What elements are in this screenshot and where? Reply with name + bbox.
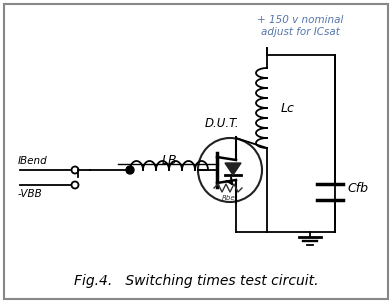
Text: Fig.4.   Switching times test circuit.: Fig.4. Switching times test circuit. [74,274,318,288]
Text: + 150 v nominal
adjust for ICsat: + 150 v nominal adjust for ICsat [257,15,343,37]
Text: LB: LB [161,154,177,167]
Text: D.U.T.: D.U.T. [205,117,239,130]
Circle shape [126,166,134,174]
Text: IBend: IBend [18,156,48,166]
Text: -VBB: -VBB [18,189,43,199]
Text: Rbe: Rbe [222,195,236,201]
Polygon shape [225,163,241,175]
Text: Cfb: Cfb [347,181,368,195]
Text: Lc: Lc [281,102,295,115]
